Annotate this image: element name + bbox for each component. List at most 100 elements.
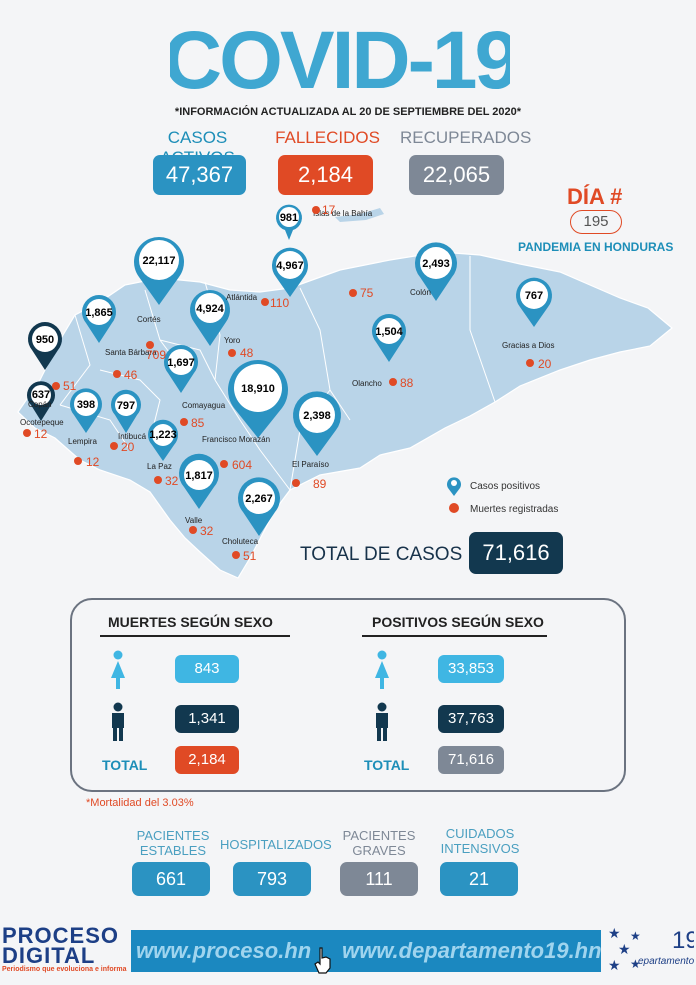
pin-copan-value: 950: [36, 334, 54, 346]
star-icon: ★: [630, 957, 641, 971]
pin-ocotepeque-value: 637: [32, 389, 50, 401]
deaths-colon: 75: [360, 286, 374, 300]
brand-line1: PROCESO: [2, 923, 120, 948]
deaths-la-paz: 32: [165, 474, 179, 488]
day-value: 195: [570, 210, 622, 234]
deaths-francisco-morazan: 604: [232, 458, 252, 472]
active-cases-value: 47,367: [153, 155, 246, 195]
dept-name-la-paz: La Paz: [147, 462, 172, 471]
deaths-by-sex-title: MUERTES SEGÚN SEXO: [108, 614, 273, 630]
brand-line2: DIGITAL: [2, 943, 96, 968]
deaths-valle: 32: [200, 524, 214, 538]
pandemic-caption: PANDEMIA EN HONDURAS: [518, 240, 674, 254]
deaths-label: FALLECIDOS: [275, 128, 380, 147]
intensive-care-value: 21: [440, 862, 518, 896]
patients-stable-label: PACIENTES ESTABLES: [136, 828, 210, 858]
sex-panel: [70, 598, 626, 792]
dept-name-francisco-morazan: Francisco Morazán: [202, 435, 270, 444]
positives-total-value: 71,616: [438, 746, 504, 774]
pin-gracias: 767: [516, 277, 553, 327]
pin-comayagua-value: 1,697: [167, 357, 195, 369]
positives-male-value: 37,763: [438, 705, 504, 733]
dept-name-santa-barbara: Santa Bárbara: [105, 348, 157, 357]
deaths-yoro: 48: [240, 346, 254, 360]
honduras-land: [17, 251, 673, 579]
dept-name-choluteca: Choluteca: [222, 537, 259, 546]
dept-name-olancho: Olancho: [352, 379, 382, 388]
bay-islands: [335, 208, 384, 222]
deaths-lempira: 12: [86, 455, 100, 469]
dept-name-atlantida: Atlántida: [226, 293, 258, 302]
dept-name-lempira: Lempira: [68, 437, 97, 446]
honduras-map: 981 4,967 22,117 2,493 767 4,924 1,865 9…: [17, 203, 673, 579]
pin-francisco-morazan: 18,910: [228, 360, 288, 438]
deaths-el-paraiso: 89: [313, 477, 327, 491]
deaths-santa-barbara: 46: [124, 368, 138, 382]
url-proceso-link[interactable]: www.proceso.hn: [136, 938, 312, 963]
pin-intibuca-value: 797: [117, 400, 135, 412]
hospitalized-label: HOSPITALIZADOS: [220, 837, 332, 852]
pin-copan: 950: [27, 322, 62, 370]
total-cases-value: 71,616: [469, 532, 563, 574]
brand-tagline: Periodismo que evoluciona e informa: [2, 966, 127, 973]
pin-cortes: 22,117: [134, 237, 184, 305]
dept-name-gracias: Gracias a Dios: [502, 341, 554, 350]
deaths-atlantida: 110: [270, 296, 289, 310]
title-text: COVID-19: [170, 15, 510, 99]
day-label: DÍA #: [567, 184, 623, 209]
deaths-olancho: 88: [400, 376, 414, 390]
pin-la-paz-value: 1,223: [149, 429, 177, 441]
positives-by-sex-title: POSITIVOS SEGÚN SEXO: [372, 614, 544, 630]
deaths-cortes: 709: [146, 348, 166, 362]
male-icon: [112, 702, 124, 741]
intensive-care-label: CUIDADOS INTENSIVOS: [440, 826, 520, 856]
pin-choluteca-value: 2,267: [245, 493, 273, 505]
deaths-total-label: TOTAL: [102, 757, 148, 773]
pin-comayagua: 1,697: [164, 345, 198, 393]
male-icon: [376, 702, 388, 741]
total-cases-label: TOTAL DE CASOS: [300, 544, 463, 565]
pin-islas-value: 981: [280, 212, 298, 224]
departamento19-logo[interactable]: ★ ★ ★ ★ ★ 19 epartamento: [604, 924, 694, 974]
pin-islas: 981: [276, 204, 303, 240]
dept-name-ocotepeque: Ocotepeque: [20, 418, 64, 427]
pin-francisco-morazan-value: 18,910: [241, 383, 275, 395]
dept-name-intibuca: Intibucá: [118, 432, 147, 441]
patients-stable-value: 661: [132, 862, 210, 896]
legend-dot-icon: [449, 503, 459, 513]
url-departamento-link[interactable]: www.departamento19.hn: [342, 938, 602, 963]
legend-deaths-label: Muertes registradas: [470, 504, 558, 515]
pin-gracias-value: 767: [525, 290, 543, 302]
pin-atlantida-value: 4,967: [276, 260, 304, 272]
pin-yoro-value: 4,924: [196, 303, 224, 315]
pin-olancho-value: 1,504: [375, 326, 403, 338]
pin-el-paraiso: 2,398: [293, 391, 342, 456]
pin-yoro: 4,924: [190, 290, 230, 346]
dept-name-el-paraiso: El Paraíso: [292, 460, 329, 469]
pin-santa-barbara-value: 1,865: [85, 307, 113, 319]
footer-bar: [131, 930, 601, 972]
dept-name-islas: Islas de la Bahía: [313, 209, 373, 218]
proceso-digital-logo[interactable]: PROCESO DIGITAL Periodismo que evolucion…: [2, 923, 127, 974]
pin-lempira-value: 398: [77, 399, 95, 411]
female-icon: [375, 650, 389, 689]
dept-name-yoro: Yoro: [224, 336, 241, 345]
deaths-ocotepeque: 12: [34, 427, 48, 441]
dept-name-valle: Valle: [185, 516, 203, 525]
pin-valle-value: 1,817: [185, 470, 213, 482]
pin-santa-barbara: 1,865: [82, 295, 116, 343]
covid19-logo: COVID-19: [170, 15, 510, 99]
patients-serious-label: PACIENTES GRAVES: [342, 828, 416, 858]
deaths-female-value: 843: [175, 655, 239, 683]
pin-colon-value: 2,493: [422, 258, 450, 270]
pin-colon: 2,493: [415, 242, 457, 301]
deaths-gracias: 20: [538, 357, 552, 371]
hand-cursor-icon: [314, 947, 331, 974]
deaths-islas: 17: [322, 203, 336, 217]
subtitle: *INFORMACIÓN ACTUALIZADA AL 20 DE SEPTIE…: [174, 106, 522, 118]
legend: Casos positivos Muertes registradas: [447, 477, 558, 515]
deaths-male-value: 1,341: [175, 705, 239, 733]
star-icon: ★: [618, 941, 631, 957]
deaths-total-value: 2,184: [175, 746, 239, 774]
dept-name-colon: Colón: [410, 288, 431, 297]
